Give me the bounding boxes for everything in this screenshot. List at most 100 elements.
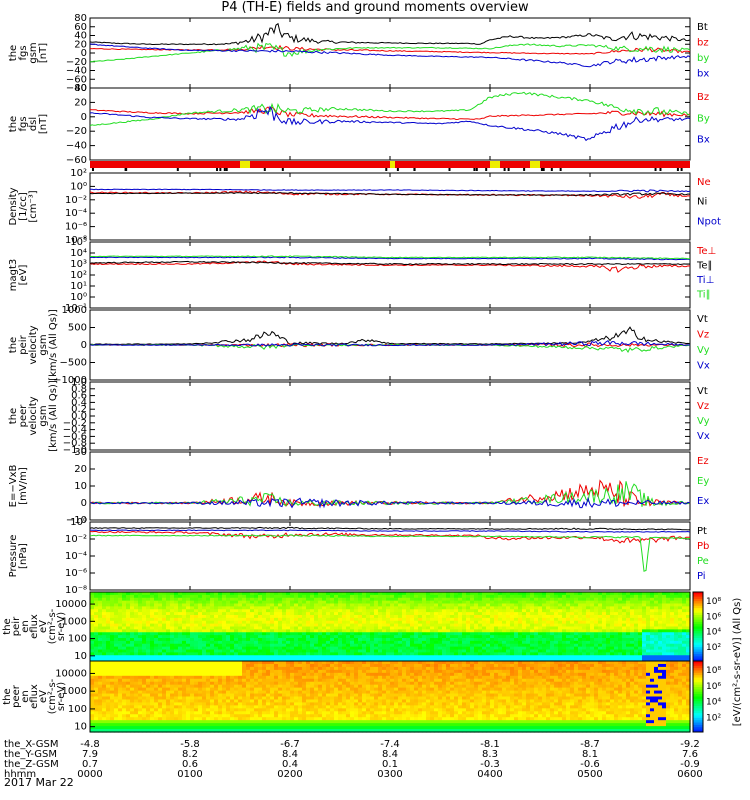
spectrogram-cell: [574, 603, 579, 607]
spectrogram-cell: [126, 693, 131, 698]
spectrogram-cell: [406, 597, 411, 602]
spectrogram-cell: [94, 726, 99, 730]
spectrogram-cell: [538, 612, 543, 616]
spectrogram-cell: [170, 687, 175, 692]
spectrogram-cell: [554, 649, 559, 653]
spectrogram-cell: [98, 714, 103, 718]
spectrogram-cell: [106, 663, 111, 668]
spectrogram-cell: [598, 640, 603, 645]
spectrogram-cell: [194, 663, 199, 668]
spectrogram-cell: [682, 643, 687, 648]
spectrogram-cell: [414, 600, 419, 605]
spectrogram-cell: [154, 708, 159, 712]
spectrogram-cell: [142, 705, 147, 709]
spectrogram-cell: [650, 640, 655, 645]
spectrogram-cell: [174, 643, 179, 648]
spectrogram-cell: [166, 609, 171, 613]
spectrogram-cell: [610, 629, 615, 633]
spectrogram-cell: [134, 687, 139, 692]
spectrogram-cell: [450, 643, 455, 648]
tick-label: 0.0: [71, 411, 87, 422]
spectrogram-cell: [626, 652, 631, 656]
spectrogram-cell: [166, 623, 171, 628]
spectrogram-cell: [226, 711, 231, 715]
spectrogram-cell: [462, 620, 467, 625]
spectrogram-cell: [602, 617, 607, 622]
tick-label: 30: [74, 447, 87, 458]
spectrogram-cell: [414, 615, 419, 619]
spectrogram-cell: [218, 629, 223, 633]
spectrogram-cell: [134, 603, 139, 607]
spectrogram-cell: [426, 609, 431, 613]
spectrogram-cell: [178, 655, 183, 659]
spectrogram-cell: [202, 629, 207, 633]
spectrogram-cell: [114, 729, 119, 733]
spectrogram-cell: [214, 714, 219, 718]
spectrogram-cell: [406, 626, 411, 630]
spectrogram-cell: [546, 609, 551, 613]
spectrogram-cell: [230, 705, 235, 709]
spectrogram-cell: [546, 646, 551, 651]
spectrogram-cell: [542, 612, 547, 616]
spectrogram-cell: [162, 675, 167, 680]
spectrogram-cell: [222, 726, 227, 730]
spectrogram-cell: [266, 646, 271, 651]
spectrogram-cell: [494, 640, 499, 645]
spectrogram-cell: [574, 658, 579, 662]
spectrogram-cell: [538, 623, 543, 628]
spectrogram-cell: [162, 690, 167, 695]
spectrogram-cell: [198, 696, 203, 701]
spectrogram-cell: [186, 638, 191, 642]
spectrogram-cell: [154, 597, 159, 602]
spectrogram-cell: [398, 649, 403, 653]
spectrogram-cell: [666, 606, 671, 610]
spectrogram-cell: [550, 652, 555, 656]
spectrogram-cell: [186, 655, 191, 659]
spectrogram-cell: [546, 615, 551, 619]
spectrogram-cell: [638, 615, 643, 619]
spectrogram-cell: [326, 617, 331, 622]
spectrogram-cell: [102, 655, 107, 659]
spectrogram-cell: [506, 655, 511, 659]
spectrogram-cell: [130, 681, 135, 686]
spectrogram-cell: [366, 632, 371, 636]
spectrogram-cell: [662, 592, 667, 596]
spectrogram-cell: [134, 638, 139, 642]
spectrogram-cell: [286, 652, 291, 656]
spectrogram-cell: [322, 612, 327, 616]
spectrogram-cell: [658, 600, 663, 605]
spectrogram-cell: [134, 594, 139, 599]
spectrogram-cell: [442, 612, 447, 616]
spectrogram-cell: [642, 626, 647, 630]
spectrogram-cell: [286, 623, 291, 628]
spectrogram-cell: [214, 632, 219, 636]
spectrogram-cell: [174, 600, 179, 605]
spectrogram-cell: [338, 623, 343, 628]
spectrogram-cell: [486, 612, 491, 616]
spectrogram-cell: [90, 603, 95, 607]
spectrogram-cell: [658, 592, 663, 596]
spectrogram-cell: [98, 729, 103, 733]
spectrogram-cell: [230, 609, 235, 613]
spectrogram-cell: [150, 594, 155, 599]
spectrogram-cell: [202, 675, 207, 680]
spectrogram-cell: [234, 663, 239, 668]
spectrogram-cell: [610, 632, 615, 636]
spectrogram-cell: [630, 652, 635, 656]
spectrogram-cell: [94, 649, 99, 653]
spectrogram-cell: [442, 652, 447, 656]
spectrogram-cell: [242, 705, 247, 709]
spectrogram-cell: [474, 638, 479, 642]
spectrogram-cell: [318, 594, 323, 599]
spectrogram-cell: [298, 643, 303, 648]
spectrogram-cell: [522, 643, 527, 648]
spectrogram-cell: [534, 592, 539, 596]
spectrogram-cell: [246, 729, 251, 733]
spectrogram-cell: [150, 600, 155, 605]
spectrogram-cell: [446, 606, 451, 610]
spectrogram-cell: [550, 643, 555, 648]
spectrogram-cell: [458, 640, 463, 645]
spectrogram-cell: [658, 658, 663, 662]
spectrogram-cell: [282, 649, 287, 653]
spectrogram-cell: [234, 687, 239, 692]
